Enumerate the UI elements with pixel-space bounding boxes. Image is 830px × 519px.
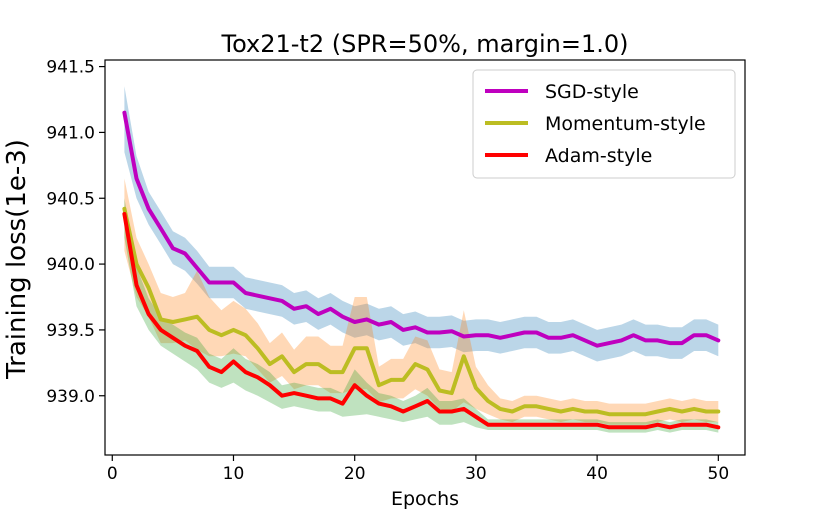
- x-tick-label: 30: [465, 464, 487, 484]
- x-axis: 0 10 20 30 40 50: [107, 455, 729, 484]
- x-tick-label: 20: [344, 464, 366, 484]
- legend-label: Momentum-style: [545, 113, 706, 135]
- y-tick-label: 939.5: [46, 321, 95, 341]
- x-tick-label: 0: [107, 464, 118, 484]
- y-tick-label: 940.0: [46, 255, 95, 275]
- chart-title: Tox21-t2 (SPR=50%, margin=1.0): [221, 30, 629, 58]
- y-axis: 939.0 939.5 940.0 940.5 941.0 941.5: [46, 58, 105, 407]
- legend-box: [472, 69, 736, 179]
- line-adam-style: [122, 212, 721, 430]
- y-tick-label: 939.0: [46, 387, 95, 407]
- band-sgd-style: [124, 86, 719, 362]
- y-tick-label: 941.5: [46, 58, 95, 78]
- legend-label: Adam-style: [545, 145, 652, 167]
- y-tick-label: 940.5: [46, 189, 95, 209]
- plot-frame: [104, 59, 746, 456]
- x-tick-label: 10: [223, 464, 245, 484]
- line-sgd-style: [122, 110, 721, 348]
- legend-label: SGD-style: [545, 81, 639, 103]
- x-tick-label: 40: [586, 464, 608, 484]
- band-momentum-style: [124, 178, 719, 425]
- y-axis-label: Training loss(1e-3): [2, 139, 32, 380]
- x-axis-label: Epochs: [391, 488, 459, 510]
- x-tick-label: 50: [708, 464, 730, 484]
- line-momentum-style: [122, 206, 721, 417]
- series-lines: [122, 110, 721, 430]
- y-tick-label: 941.0: [46, 123, 95, 143]
- legend: SGD-style Momentum-style Adam-style: [472, 69, 736, 179]
